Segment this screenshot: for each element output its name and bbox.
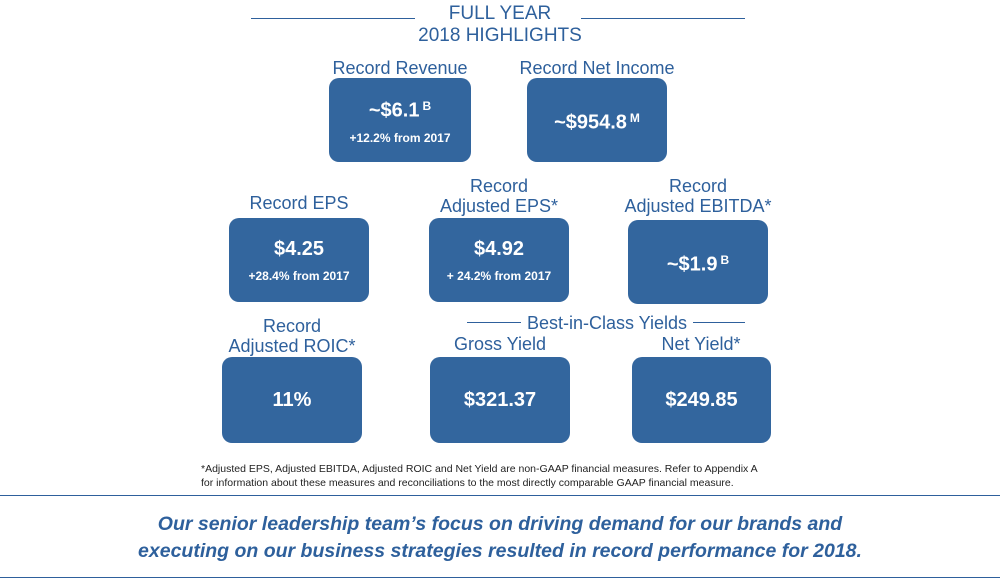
closing-statement: Our senior leadership team’s focus on dr… <box>0 511 1000 565</box>
adjusted-roic-card: 11% <box>222 357 362 443</box>
net-income-value: ~$954.8 M <box>554 110 640 134</box>
gross-yield-value: $321.37 <box>463 389 537 411</box>
gross-yield-card: $321.37 <box>430 357 570 443</box>
closing-line2: executing on our business strategies res… <box>138 540 862 562</box>
footnote-line2: for information about these measures and… <box>201 477 734 489</box>
adjusted-ebitda-card: ~$1.9 B <box>628 220 768 304</box>
eps-card: $4.25 +28.4% from 2017 <box>229 218 369 302</box>
header-rule-right <box>581 18 745 19</box>
adjusted-ebitda-value: ~$1.9 B <box>666 252 730 276</box>
net-income-card: ~$954.8 M <box>527 78 667 162</box>
revenue-value: ~$6.1 B <box>368 99 432 122</box>
page-title-line2: 2018 HIGHLIGHTS <box>418 25 582 46</box>
closing-line1: Our senior leadership team’s focus on dr… <box>157 513 843 535</box>
adjusted-eps-card: $4.92 + 24.2% from 2017 <box>429 218 569 302</box>
net-yield-label: Net Yield* <box>661 334 741 354</box>
page-title-line1: FULL YEAR <box>448 3 552 24</box>
revenue-card: ~$6.1 B +12.2% from 2017 <box>329 78 471 162</box>
adjusted-eps-change: + 24.2% from 2017 <box>446 268 552 283</box>
revenue-change: +12.2% from 2017 <box>349 130 451 145</box>
adjusted-ebitda-label-line2: Adjusted EBITDA* <box>624 196 772 216</box>
eps-change: +28.4% from 2017 <box>248 268 350 283</box>
yields-rule-left <box>467 322 521 323</box>
eps-value: $4.25 <box>273 237 325 260</box>
revenue-label: Record Revenue <box>332 58 468 78</box>
adjusted-ebitda-label-line1: Record <box>668 176 728 196</box>
header-rule-left <box>251 18 415 19</box>
eps-label: Record EPS <box>249 193 349 213</box>
closing-rule-bottom <box>0 577 1000 578</box>
footnote-line1: *Adjusted EPS, Adjusted EBITDA, Adjusted… <box>201 463 758 475</box>
adjusted-eps-label-line1: Record <box>469 176 529 196</box>
adjusted-roic-value: 11% <box>272 389 312 411</box>
adjusted-roic-label-line2: Adjusted ROIC* <box>228 336 356 356</box>
adjusted-eps-label-line2: Adjusted EPS* <box>439 196 559 216</box>
net-yield-value: $249.85 <box>665 389 738 411</box>
adjusted-roic-label-line1: Record <box>262 316 322 336</box>
net-income-label: Record Net Income <box>519 58 675 78</box>
net-yield-card: $249.85 <box>632 357 771 443</box>
closing-rule-top <box>0 495 1000 496</box>
adjusted-eps-value: $4.92 <box>473 237 525 260</box>
footnote: *Adjusted EPS, Adjusted EBITDA, Adjusted… <box>201 462 841 490</box>
yields-rule-right <box>693 322 745 323</box>
gross-yield-label: Gross Yield <box>453 334 547 354</box>
yields-heading: Best-in-Class Yields <box>526 313 688 333</box>
